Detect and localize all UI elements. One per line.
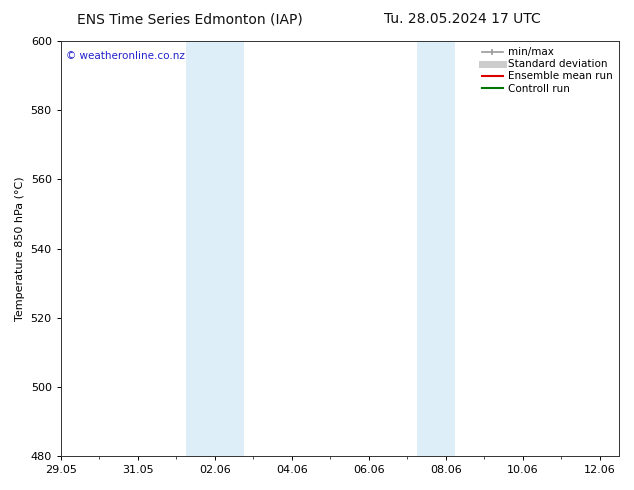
Legend: min/max, Standard deviation, Ensemble mean run, Controll run: min/max, Standard deviation, Ensemble me… [479,44,616,97]
Y-axis label: Temperature 850 hPa (°C): Temperature 850 hPa (°C) [15,176,25,321]
Bar [417,41,436,456]
Text: Tu. 28.05.2024 17 UTC: Tu. 28.05.2024 17 UTC [384,12,541,26]
Text: © weatheronline.co.nz: © weatheronline.co.nz [67,51,185,61]
Bar [205,41,243,456]
Text: ENS Time Series Edmonton (IAP): ENS Time Series Edmonton (IAP) [77,12,303,26]
Bar [436,41,455,456]
Bar [186,41,205,456]
